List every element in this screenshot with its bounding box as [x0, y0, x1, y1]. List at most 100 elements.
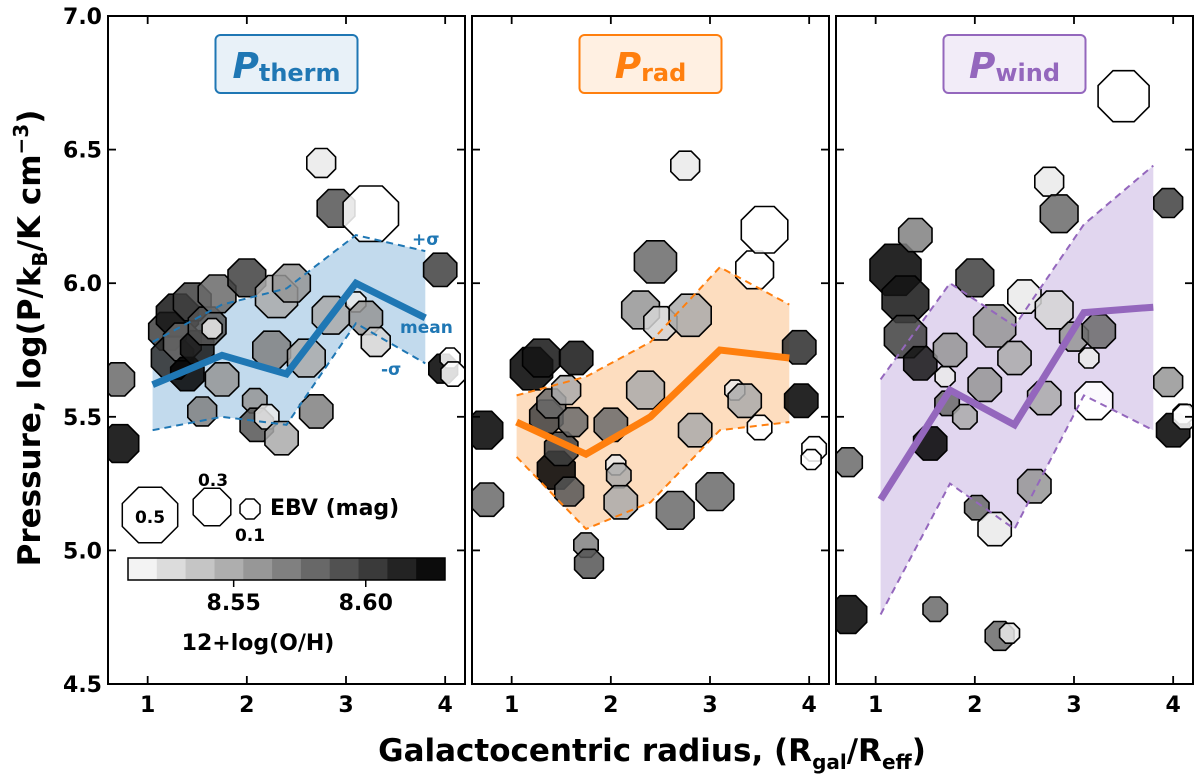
colorbar-cell: [156, 558, 187, 580]
sigma-band-wind: [880, 165, 1154, 615]
data-point: [668, 293, 713, 338]
metallicity-colorbar: 8.55 8.60 12+log(O/H): [127, 557, 446, 656]
data-point: [305, 147, 337, 179]
data-point: [557, 406, 589, 438]
data-point: [951, 403, 978, 430]
upper-sigma-line-rad: [516, 265, 790, 397]
ebv-size-legend: 0.5 0.3 0.1 EBV (mag): [121, 471, 399, 546]
data-point: [1006, 279, 1042, 315]
x-tick-label: 4: [438, 693, 453, 718]
data-point: [1039, 194, 1079, 234]
ebv-legend-octagon-medium: [192, 487, 232, 527]
panel-title-therm: Ptherm: [232, 46, 340, 87]
data-point: [1081, 313, 1117, 349]
data-point: [977, 511, 1013, 547]
panel-wind: 1 2 3 4 Pwind: [835, 15, 1194, 718]
panel-frame-wind: [835, 15, 1194, 685]
data-point: [108, 423, 140, 464]
data-point: [605, 462, 632, 489]
data-point: [108, 361, 136, 397]
data-point: [342, 185, 400, 243]
colorbar-tick-label: 8.55: [207, 591, 261, 616]
mean-line-therm: [151, 278, 427, 388]
data-point: [422, 252, 458, 288]
x-tick-label: 3: [338, 693, 353, 718]
data-point: [746, 414, 773, 441]
panel-frame-therm: [107, 15, 466, 685]
data-point: [781, 329, 817, 365]
colorbar-cell: [387, 558, 417, 580]
x-tick-label: 1: [504, 693, 519, 718]
ebv-legend-octagon-large: [121, 486, 179, 544]
data-point: [286, 338, 327, 378]
x-tick-label: 4: [1166, 693, 1181, 718]
data-point: [997, 340, 1032, 376]
data-point: [187, 396, 218, 427]
y-tick-label: 6.5: [63, 139, 102, 164]
panel-therm: 1 2 3 4 4.5 5.0 5.5 6.0 6.5 7.0 Ptherm +σ mean -σ: [63, 5, 466, 718]
colorbar-cell: [358, 558, 388, 580]
colorbar-cell: [243, 558, 273, 580]
data-point: [955, 258, 995, 298]
data-point: [1034, 166, 1065, 197]
colorbar-cell: [185, 558, 215, 580]
lower-sigma-line-therm: [152, 321, 426, 432]
panel-rad: 1 2 3 4 Prad: [471, 15, 830, 718]
data-point: [573, 548, 605, 580]
data-point: [695, 471, 735, 512]
x-tick-label: 1: [140, 693, 155, 718]
y-axis-label: Pressure, log(P/kB/K cm−3): [9, 110, 52, 567]
colorbar-tick-label: 8.60: [339, 591, 393, 616]
colorbar-cell: [329, 558, 359, 580]
data-point: [440, 361, 465, 388]
data-point: [521, 338, 562, 378]
colorbar-cell: [300, 558, 331, 580]
data-point: [633, 240, 678, 284]
colorbar-label: 12+log(O/H): [182, 631, 335, 656]
panel-title-box-rad: [578, 34, 723, 94]
data-point: [553, 476, 585, 507]
data-point: [271, 263, 312, 303]
data-point: [625, 370, 666, 410]
data-point: [1078, 347, 1100, 369]
band-label-mean: mean: [400, 318, 453, 338]
mean-line-wind: [877, 303, 1154, 502]
y-tick-label: 7.0: [63, 5, 102, 30]
data-point: [264, 420, 300, 456]
data-point: [201, 317, 223, 340]
panel-title-rad: Prad: [615, 46, 687, 87]
data-point: [1097, 69, 1150, 123]
colorbar-cell: [214, 558, 244, 580]
y-tick-label: 5.0: [63, 539, 102, 564]
panel-title-box-therm: [214, 34, 359, 94]
ebv-legend-octagon-small: [239, 498, 261, 520]
data-point: [998, 622, 1021, 645]
y-tick-label: 5.5: [63, 406, 102, 431]
data-point: [922, 596, 949, 623]
ebv-legend-label-small: 0.1: [235, 526, 265, 546]
x-tick-label: 1: [868, 693, 883, 718]
x-tick-label: 3: [1066, 693, 1081, 718]
data-point: [963, 494, 990, 521]
data-point: [967, 367, 1003, 403]
x-tick-label: 2: [603, 693, 618, 718]
data-point: [836, 594, 868, 635]
upper-sigma-line-therm: [152, 234, 426, 343]
x-tick-label: 2: [967, 693, 982, 718]
data-point: [972, 304, 1017, 348]
x-tick-label: 3: [702, 693, 717, 718]
lower-sigma-line-wind: [879, 394, 1154, 615]
data-point: [550, 374, 582, 406]
data-point: [897, 217, 933, 253]
data-point: [1153, 366, 1184, 398]
x-tick-label: 2: [239, 693, 254, 718]
mean-line-rad: [515, 346, 790, 459]
data-point: [472, 410, 504, 450]
colorbar-cell: [128, 558, 158, 580]
panel-title-wind: Pwind: [969, 46, 1060, 87]
x-tick-label: 4: [802, 693, 817, 718]
data-point: [902, 345, 938, 381]
colorbar-frame: [127, 557, 446, 581]
data-point: [677, 412, 713, 448]
